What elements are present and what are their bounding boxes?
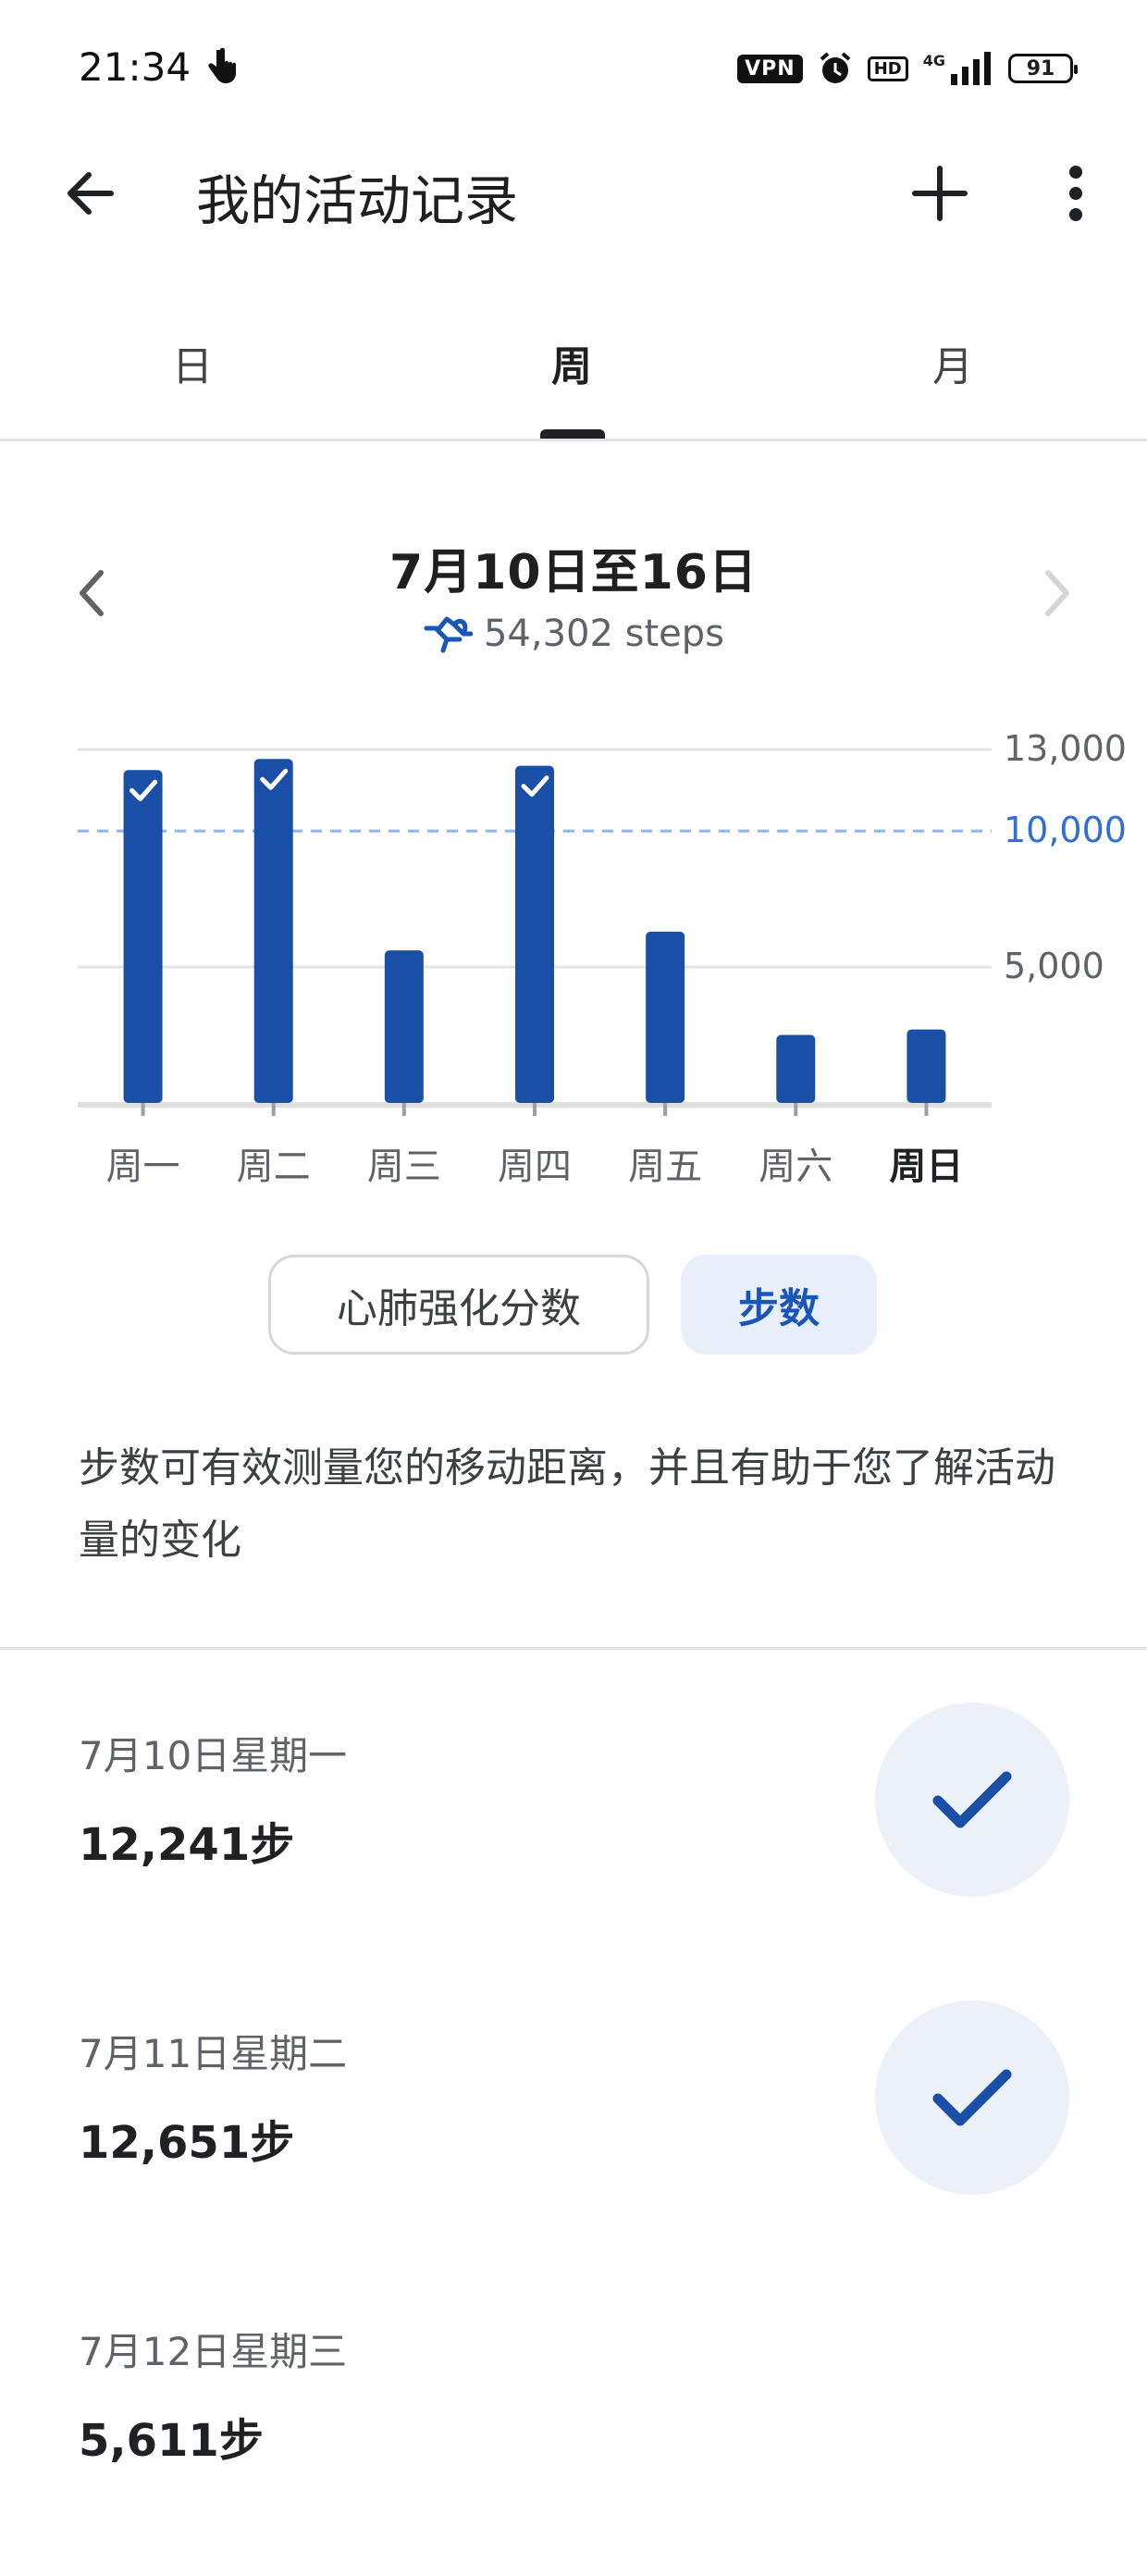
hd-badge: HD xyxy=(867,56,908,81)
plus-icon xyxy=(912,166,968,221)
bar xyxy=(515,765,554,1103)
arrow-back-icon xyxy=(68,172,114,215)
x-tick-label: 周三 xyxy=(367,1146,441,1184)
status-time: 21:34 xyxy=(79,44,191,90)
bar xyxy=(253,759,293,1103)
tab-month[interactable]: 月 xyxy=(932,343,973,390)
status-icons: VPN HD 4G 91 xyxy=(737,48,1078,89)
goal-met-badge xyxy=(875,1703,1069,1897)
more-options-button[interactable] xyxy=(1034,152,1117,235)
section-divider xyxy=(0,1647,1147,1650)
bar xyxy=(646,931,685,1103)
x-tick-label: 周六 xyxy=(758,1146,832,1184)
day-steps: 12,241步 xyxy=(79,1819,295,1871)
x-tick-label: 周五 xyxy=(628,1146,702,1184)
x-tick-label: 周二 xyxy=(237,1146,311,1184)
weekly-steps-chart: 13,000 5,000 10,000 周一 周二 周三 周四 周五 周六 周日 xyxy=(78,728,1127,1184)
day-date: 7月11日星期二 xyxy=(79,2031,348,2076)
x-tick-label: 周日 xyxy=(889,1146,963,1184)
x-tick-label: 周一 xyxy=(106,1146,180,1184)
bar xyxy=(776,1034,816,1103)
week-range-title: 7月10日至16日 xyxy=(389,545,758,601)
tab-week[interactable]: 周 xyxy=(551,343,592,390)
day-date: 7月12日星期三 xyxy=(79,2329,348,2374)
back-button[interactable] xyxy=(49,152,132,235)
list-item[interactable]: 7月10日星期一 12,241步 xyxy=(0,1651,1147,1947)
steps-description: 步数可有效测量您的移动距离，并且有助于您了解活动量的变化 xyxy=(79,1444,1055,1564)
list-item[interactable]: 7月11日星期二 12,651步 xyxy=(0,1949,1147,2245)
tab-divider xyxy=(0,439,1147,441)
week-total: 54,302 steps xyxy=(0,613,1147,655)
daily-list: 7月10日星期一 12,241步 7月11日星期二 12,651步 7月12日星… xyxy=(0,1651,1147,2576)
y-tick-label: 5,000 xyxy=(1004,946,1104,986)
vpn-badge: VPN xyxy=(737,54,803,83)
bar-goal-check xyxy=(260,768,289,790)
bar xyxy=(123,770,163,1103)
previous-week-button[interactable] xyxy=(50,551,133,635)
goal-label: 10,000 xyxy=(1004,810,1127,850)
goal-met-badge xyxy=(875,2000,1069,2195)
check-icon xyxy=(932,1771,1012,1828)
bar-goal-check xyxy=(521,775,549,798)
day-steps: 12,651步 xyxy=(79,2117,295,2169)
day-date: 7月10日星期一 xyxy=(79,1733,348,1778)
gesture-hand-icon xyxy=(208,47,236,83)
next-week-button[interactable] xyxy=(1016,551,1099,635)
day-steps: 5,611步 xyxy=(79,2415,264,2467)
week-total-steps: 54,302 steps xyxy=(483,613,725,655)
battery-icon: 91 xyxy=(1008,54,1078,83)
chevron-left-icon xyxy=(80,570,104,616)
network-type: 4G xyxy=(922,51,945,69)
bar-goal-check xyxy=(130,779,158,801)
battery-level: 91 xyxy=(1026,56,1055,80)
tab-indicator xyxy=(540,429,605,440)
check-icon xyxy=(932,2069,1012,2126)
y-tick-label: 13,000 xyxy=(1004,728,1127,769)
bar xyxy=(906,1029,946,1103)
add-button[interactable] xyxy=(898,152,981,235)
x-tick-label: 周四 xyxy=(498,1146,572,1184)
chevron-right-icon xyxy=(1045,570,1069,616)
more-vert-icon xyxy=(1069,166,1082,221)
signal-icon xyxy=(951,52,991,85)
bar xyxy=(384,950,424,1103)
alarm-icon xyxy=(820,52,851,83)
steps-icon xyxy=(424,616,473,653)
steps-chip[interactable]: 步数 xyxy=(681,1255,877,1355)
list-item[interactable]: 7月12日星期三 5,611步 xyxy=(0,2247,1147,2543)
page-title: 我的活动记录 xyxy=(196,169,519,232)
tab-day[interactable]: 日 xyxy=(172,343,213,390)
cardio-points-chip[interactable]: 心肺强化分数 xyxy=(268,1255,649,1355)
